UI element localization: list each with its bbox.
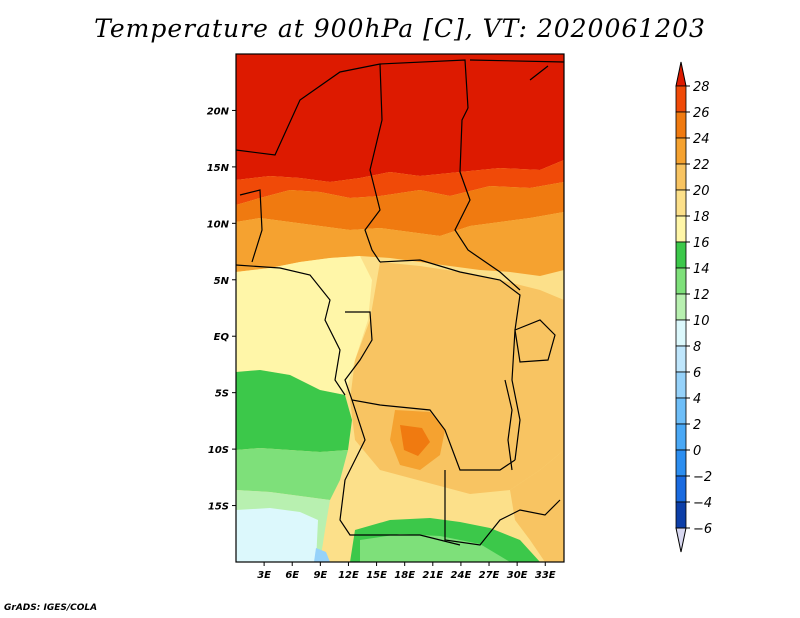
region-8-10: [236, 508, 318, 562]
region-26-28: [236, 54, 564, 182]
colorbar-label: 28: [693, 80, 710, 95]
colorbar-label: 14: [693, 262, 710, 277]
grads-credit: GrADS: IGES/COLA: [4, 603, 98, 613]
region-20-22-southeast: [510, 450, 564, 562]
temperature-field: [236, 54, 564, 562]
lon-tick-label: 21E: [422, 570, 443, 581]
colorbar-swatch: [675, 397, 687, 425]
colorbar-label: 6: [693, 366, 701, 381]
coast-northeast: [469, 59, 565, 81]
colorbar-label: 24: [693, 132, 710, 147]
lat-tick-label: 10N: [207, 219, 230, 230]
border-south: [444, 470, 561, 546]
colorbar-swatch: [675, 475, 687, 503]
colorbar-swatch: [675, 85, 687, 113]
border-central: [379, 259, 521, 461]
colorbar-label: −4: [693, 496, 712, 511]
colorbar-label: 2: [693, 418, 701, 433]
lon-tick-label: 33E: [535, 570, 556, 581]
colorbar-swatch: [675, 371, 687, 399]
lat-tick-label: 5S: [215, 389, 229, 400]
latitude-axis: 20N 15N 10N 5N EQ 5S 10S 15S: [207, 106, 236, 513]
colorbar-swatch: [675, 267, 687, 295]
border-small-west: [239, 189, 263, 263]
colorbar-swatch: [675, 215, 687, 243]
border-sahel: [364, 63, 383, 263]
lat-tick-label: 15S: [208, 502, 229, 513]
colorbar-swatch: [675, 423, 687, 451]
colorbar-label: 0: [693, 444, 701, 459]
colorbar-swatch: [675, 345, 687, 373]
map-frame: [235, 53, 565, 563]
lat-tick-label: EQ: [214, 332, 230, 343]
border-angola: [339, 399, 461, 546]
region-12-14-south: [360, 534, 510, 562]
colorbar-swatch: [675, 163, 687, 191]
region-24-26-hotspot: [400, 425, 430, 456]
lon-tick-label: 6E: [285, 570, 299, 581]
colorbar-swatch: [675, 241, 687, 269]
lat-tick-label: 20N: [207, 106, 230, 117]
lon-tick-label: 9E: [313, 570, 327, 581]
country-boundaries: [235, 59, 565, 546]
colorbar-swatch: [675, 293, 687, 321]
colorbar-under-triangle: [675, 527, 687, 553]
colorbar-label: 12: [693, 288, 710, 303]
colorbar-over-triangle: [675, 61, 687, 87]
colorbar-swatch: [675, 137, 687, 165]
colorbar-swatch: [675, 189, 687, 217]
colorbar-label: 10: [693, 314, 710, 329]
region-24-26: [236, 160, 564, 205]
region-20-22-central: [350, 262, 564, 494]
colorbar-label: −6: [693, 522, 712, 537]
lake-tanganyika: [504, 379, 513, 471]
lon-tick-label: 30E: [507, 570, 528, 581]
colorbar-swatch: [675, 111, 687, 139]
colorbar-label: 16: [693, 236, 710, 251]
colorbar-swatch: [675, 319, 687, 347]
colorbar-label: 8: [693, 340, 701, 355]
lat-tick-label: 15N: [207, 163, 230, 174]
region-12-14: [236, 448, 348, 500]
map-title: Temperature at 900hPa [C], VT: 202006120…: [94, 14, 706, 43]
colorbar-label: −2: [693, 470, 712, 485]
colorbar-label: 20: [693, 184, 710, 199]
border-north: [235, 59, 469, 156]
colorbar-swatch: [675, 449, 687, 477]
lon-tick-label: 18E: [394, 570, 415, 581]
lake-victoria: [514, 319, 556, 363]
lon-tick-label: 15E: [366, 570, 387, 581]
region-22-24: [236, 182, 564, 236]
border-west-coast: [235, 264, 346, 396]
colorbar-label: 22: [693, 158, 710, 173]
colorbar-label: 4: [693, 392, 701, 407]
lon-tick-label: 27E: [479, 570, 500, 581]
lon-tick-label: 12E: [338, 570, 359, 581]
border-congo: [344, 311, 516, 471]
longitude-axis: 3E 6E 9E 12E 15E 18E 21E 24E 27E 30E 33E: [257, 562, 556, 581]
lon-tick-label: 3E: [257, 570, 271, 581]
colorbar-label: 18: [693, 210, 710, 225]
colorbar-label: 26: [693, 106, 710, 121]
region-6-8: [314, 548, 330, 562]
lat-tick-label: 10S: [208, 445, 229, 456]
region-14-16: [236, 370, 352, 452]
border-east: [454, 107, 521, 291]
lon-tick-label: 24E: [451, 570, 472, 581]
lat-tick-label: 5N: [214, 276, 230, 287]
colorbar-swatch: [675, 501, 687, 529]
